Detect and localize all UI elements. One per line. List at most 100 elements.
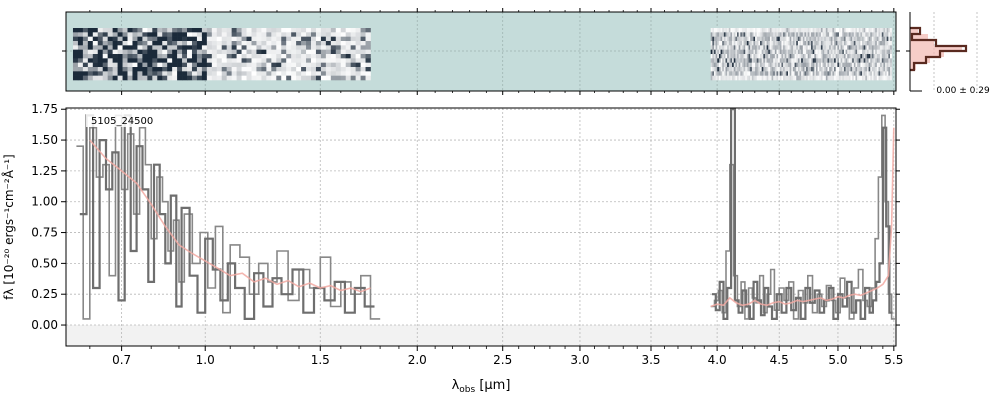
heat-cell xyxy=(750,58,753,63)
heat-cell xyxy=(760,45,762,50)
heat-cell xyxy=(122,71,128,76)
heat-cell xyxy=(713,67,716,72)
heat-cell xyxy=(783,75,786,81)
heat-cell xyxy=(806,71,809,76)
heat-cell xyxy=(740,75,743,81)
heat-cell xyxy=(251,75,257,81)
heat-cell xyxy=(850,32,853,37)
heat-cell xyxy=(885,49,887,55)
heat-cell xyxy=(868,58,871,63)
spectrum-1d-frame xyxy=(65,107,897,347)
heat-cell xyxy=(799,67,802,72)
heat-cell xyxy=(167,36,173,42)
heat-cell xyxy=(886,28,889,33)
heat-cell xyxy=(750,75,753,81)
heat-cell xyxy=(286,62,292,68)
heat-cell xyxy=(725,54,728,59)
heat-cell xyxy=(740,54,743,59)
heat-cell xyxy=(142,36,148,42)
heat-cell xyxy=(815,36,818,42)
heat-cell xyxy=(804,28,807,33)
heat-cell xyxy=(773,54,776,59)
heat-cell xyxy=(832,32,835,37)
heat-cell xyxy=(797,62,800,68)
heat-cell xyxy=(768,45,771,50)
heat-cell xyxy=(157,45,163,50)
heat-cell xyxy=(732,49,735,55)
heat-cell xyxy=(865,32,868,37)
heat-cell xyxy=(837,58,840,63)
heat-cell xyxy=(812,58,815,63)
heat-cell xyxy=(107,67,113,72)
heat-cell xyxy=(873,32,876,37)
heat-cell xyxy=(860,28,863,33)
heat-cell xyxy=(842,75,845,81)
heat-cell xyxy=(774,62,777,68)
heat-cell xyxy=(789,75,792,81)
heat-cell xyxy=(746,62,749,68)
heat-cell xyxy=(87,58,94,63)
heat-cell xyxy=(355,28,361,33)
heat-cell xyxy=(137,36,143,42)
heat-cell xyxy=(301,32,307,37)
heat-cell xyxy=(738,75,741,81)
heat-cell xyxy=(848,54,851,59)
heat-cell xyxy=(221,67,227,72)
heat-cell xyxy=(825,49,828,55)
heat-cell xyxy=(760,62,762,68)
heat-cell xyxy=(281,58,287,63)
heat-cell xyxy=(852,49,855,55)
heat-cell xyxy=(291,32,297,37)
heat-cell xyxy=(786,45,789,50)
heat-cell xyxy=(858,75,861,81)
heat-cell xyxy=(779,58,782,63)
heat-cell xyxy=(281,71,287,76)
heat-cell xyxy=(774,58,777,63)
heat-cell xyxy=(870,32,873,37)
heat-cell xyxy=(360,58,366,63)
heat-cell xyxy=(740,32,743,37)
heat-cell xyxy=(730,71,733,76)
heat-cell xyxy=(286,41,292,46)
heat-cell xyxy=(794,32,797,37)
heat-cell xyxy=(82,41,89,46)
heat-cell xyxy=(335,32,342,37)
heat-cell xyxy=(873,54,876,59)
heat-cell xyxy=(281,36,287,42)
heat-cell xyxy=(177,67,183,72)
heat-cell xyxy=(737,28,739,33)
heat-cell xyxy=(786,36,789,42)
heat-cell xyxy=(801,49,804,55)
heat-cell xyxy=(746,49,749,55)
heat-cell xyxy=(819,49,822,55)
heat-cell xyxy=(814,67,817,72)
heat-cell xyxy=(839,28,841,33)
heat-cell xyxy=(853,49,856,55)
heat-cell xyxy=(814,71,817,76)
heat-cell xyxy=(794,54,797,59)
heat-cell xyxy=(812,67,815,72)
heat-cell xyxy=(819,41,822,46)
heat-cell xyxy=(755,49,758,55)
heat-cell xyxy=(745,36,748,42)
heat-cell xyxy=(804,58,807,63)
heat-cell xyxy=(829,41,832,46)
heat-cell xyxy=(710,41,713,46)
heat-cell xyxy=(723,71,726,76)
heat-cell xyxy=(860,36,863,42)
heat-cell xyxy=(799,75,802,81)
heat-cell xyxy=(784,32,787,37)
heat-cell xyxy=(301,49,307,55)
heat-cell xyxy=(819,67,822,72)
heat-cell xyxy=(142,28,148,33)
heat-cell xyxy=(888,75,891,81)
heat-cell xyxy=(320,45,327,50)
heat-cell xyxy=(834,54,836,59)
heat-cell xyxy=(236,67,242,72)
heat-cell xyxy=(746,54,749,59)
heat-cell xyxy=(147,49,153,55)
heat-cell xyxy=(876,32,879,37)
heat-cell xyxy=(766,28,769,33)
x-tick-label: 0.7 xyxy=(112,353,131,367)
heat-cell xyxy=(340,45,347,50)
